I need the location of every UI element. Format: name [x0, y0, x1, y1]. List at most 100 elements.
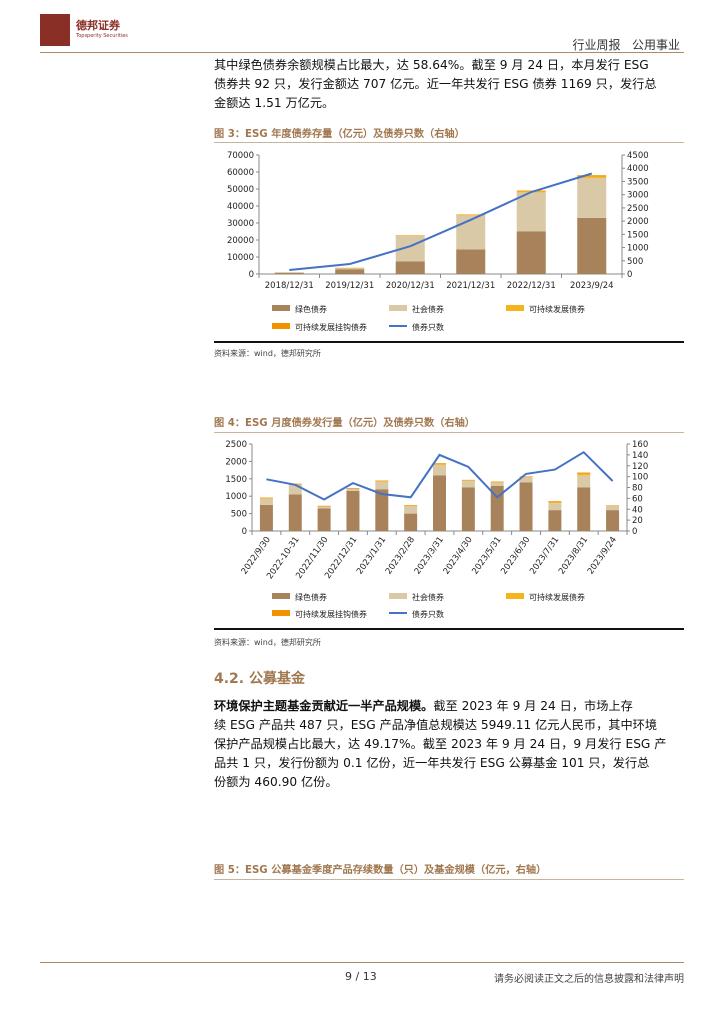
- page-number: 9 / 13: [345, 970, 377, 983]
- legend-swatch: [389, 593, 407, 599]
- bar-segment: [456, 214, 486, 216]
- bar-segment: [461, 487, 475, 531]
- legend-swatch: [389, 305, 407, 311]
- bar-segment: [490, 482, 504, 486]
- bar-segment: [433, 475, 446, 531]
- legend-label: 绿色债券: [295, 592, 327, 602]
- bar-segment: [516, 231, 546, 274]
- figure-4-top-rule: [214, 432, 684, 433]
- figure-4-chart: 0500100015002000250002040608010012014016…: [225, 440, 648, 619]
- left-tick-label: 2500: [225, 440, 247, 450]
- bar-segment: [461, 480, 475, 481]
- legend-label: 债券只数: [412, 609, 444, 619]
- right-tick-label: 1500: [627, 230, 649, 240]
- left-tick-label: 1000: [225, 492, 247, 502]
- paragraph-line: 环境保护主题基金贡献近一半产品规模。截至 2023 年 9 月 24 日，市场上…: [214, 697, 684, 716]
- bar-segment: [577, 217, 607, 274]
- legend-swatch: [506, 305, 524, 311]
- x-tick-label: 2023/9/24: [570, 281, 614, 291]
- bar-segment: [606, 505, 620, 506]
- legend-label: 可持续发展债券: [529, 304, 585, 314]
- bar-segment: [375, 480, 389, 482]
- bar-segment: [461, 480, 475, 488]
- x-tick-label: 2022/12/31: [507, 281, 556, 291]
- right-tick-label: 2500: [627, 204, 649, 214]
- legend-label: 可持续发展挂钩债券: [295, 322, 367, 332]
- bar-segment: [490, 481, 504, 483]
- bar-segment: [548, 503, 562, 511]
- right-tick-label: 4500: [627, 151, 649, 161]
- bar-segment: [335, 267, 365, 270]
- legend-label: 绿色债券: [295, 304, 327, 314]
- right-tick-label: 2000: [627, 217, 649, 227]
- bar-segment: [317, 505, 331, 507]
- section-heading: 4.2. 公募基金: [214, 671, 305, 687]
- bar-segment: [375, 480, 389, 482]
- right-tick-label: 100: [632, 473, 648, 483]
- bar-segment: [519, 477, 533, 483]
- bar-segment: [375, 481, 389, 490]
- bar-segment: [335, 267, 365, 269]
- left-tick-label: 60000: [227, 168, 254, 178]
- right-tick-label: 1000: [627, 244, 649, 254]
- bar-segment: [516, 190, 546, 192]
- x-tick-label: 2018/12/31: [265, 281, 314, 291]
- bar-segment: [490, 481, 504, 483]
- figure-5-title: 图 5：ESG 公募基金季度产品存续数量（只）及基金规模（亿元，右轴）: [214, 865, 547, 876]
- right-tick-label: 3500: [627, 177, 649, 187]
- left-tick-label: 1500: [225, 475, 247, 485]
- paragraph-line: 金额达 1.51 万亿元。: [214, 96, 335, 110]
- figure-4-bottom-rule: [214, 628, 684, 630]
- legend-label: 社会债券: [412, 304, 444, 314]
- paragraph-line: 品共 1 只，发行份额为 0.1 亿份，近一年共发行 ESG 公募基金 101 …: [214, 756, 650, 770]
- bar-segment: [577, 487, 591, 531]
- figure-3-top-rule: [214, 142, 684, 143]
- right-tick-label: 0: [627, 270, 632, 280]
- right-tick-label: 120: [632, 462, 648, 472]
- bar-segment: [346, 488, 360, 489]
- paragraph-line: 其中绿色债券余额规模占比最大，达 58.64%。截至 9 月 24 日，本月发行…: [214, 58, 649, 72]
- bar-segment: [577, 472, 591, 474]
- legend-swatch: [272, 593, 290, 599]
- footer-disclaimer: 请务必阅读正文之后的信息披露和法律声明: [494, 974, 684, 985]
- figure-3-chart: 0 10000 20000 30000 40000 50000 60000 70000 0 500…: [227, 151, 649, 332]
- logo-brand-en: Topsperity Securities: [76, 33, 128, 39]
- left-tick-label: 0: [249, 270, 254, 280]
- left-tick-label: 2000: [225, 457, 247, 467]
- figure-4-title: 图 4：ESG 月度债券发行量（亿元）及债券只数（右轴）: [214, 418, 475, 429]
- bar-segment: [259, 504, 273, 531]
- line-series-bond-count: [266, 450, 614, 501]
- header-divider: [40, 52, 684, 53]
- bar-segment: [404, 513, 418, 531]
- left-tick-label: 20000: [227, 236, 254, 246]
- right-tick-label: 0: [632, 527, 637, 537]
- paragraph-esg-bonds: 其中绿色债券余额规模占比最大，达 58.64%。截至 9 月 24 日，本月发行…: [214, 56, 684, 113]
- bar-segment: [456, 249, 486, 274]
- right-tick-label: 500: [627, 257, 643, 267]
- legend-swatch: [272, 323, 290, 329]
- bar-segment: [404, 505, 418, 514]
- bar-segment: [395, 235, 425, 236]
- legend-label: 可持续发展挂钩债券: [295, 609, 367, 619]
- left-tick-label: 500: [231, 510, 247, 520]
- paragraph-line: 保护产品规模占比最大，达 49.17%。截至 2023 年 9 月 24 日，9…: [214, 737, 667, 751]
- bar-segment: [274, 272, 304, 274]
- legend-label: 可持续发展债券: [529, 592, 585, 602]
- x-tick-label: 2023/9/24: [586, 535, 619, 576]
- bar-segment: [259, 497, 273, 499]
- bar-segment: [577, 475, 591, 488]
- company-logo: 德邦证券 Topsperity Securities: [40, 14, 132, 46]
- x-tick-label: 2019/12/31: [325, 281, 374, 291]
- bar-segment: [548, 501, 562, 502]
- bar-segment: [274, 272, 304, 273]
- right-tick-label: 3000: [627, 191, 649, 201]
- left-tick-label: 40000: [227, 202, 254, 212]
- bar-segment: [577, 175, 607, 177]
- bar-segment: [606, 505, 620, 511]
- right-tick-label: 60: [632, 494, 643, 504]
- bar-segment: [519, 476, 533, 478]
- footer-divider: [40, 962, 684, 963]
- figure-4-source: 资料来源：wind，德邦研究所: [214, 638, 321, 647]
- bar-segment: [317, 508, 331, 531]
- bar-segment: [346, 488, 360, 491]
